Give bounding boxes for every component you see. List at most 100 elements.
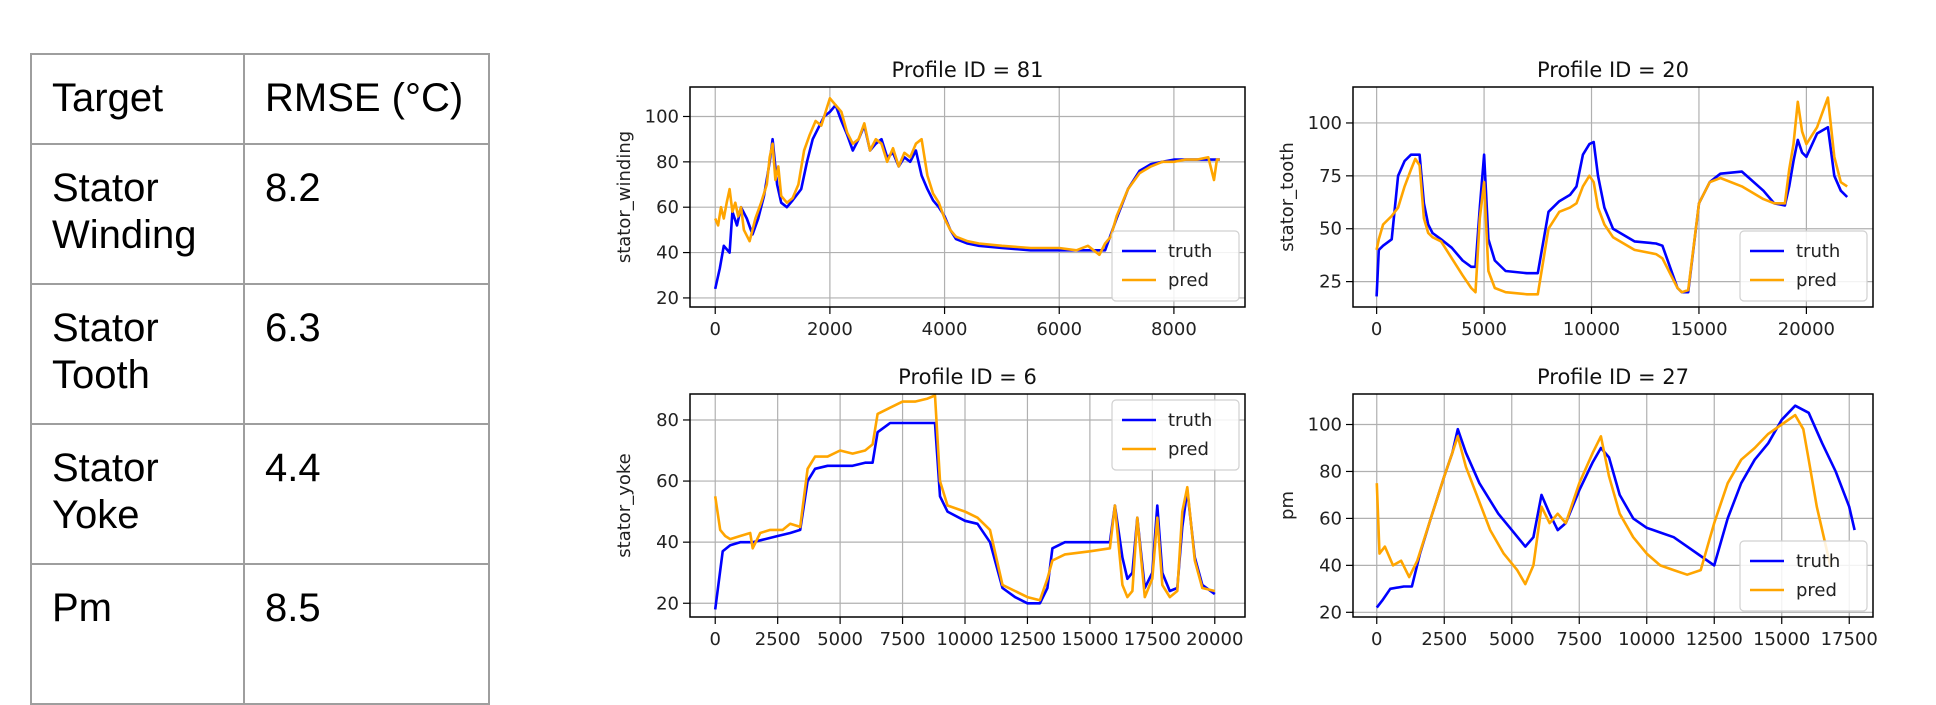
- y-tick-label: 40: [656, 243, 679, 264]
- axes-frame: [689, 393, 1246, 618]
- rmse-table: Target RMSE (°C) Stator Winding 8.2 Stat…: [30, 53, 490, 705]
- x-tick-label: 7500: [880, 629, 926, 650]
- x-tick-label: 8000: [1151, 319, 1197, 340]
- legend: truth pred: [1111, 399, 1240, 471]
- table-row: Stator Winding 8.2: [30, 143, 490, 285]
- y-tick-label: 20: [1319, 602, 1342, 623]
- chart-panel: 0 2000 4000 6000 8000 20 40 60 80 100 Profile ID =…: [614, 58, 1246, 340]
- axes-frame: [689, 86, 1246, 308]
- y-tick-label: 60: [656, 471, 679, 492]
- series-line-pred: [1375, 413, 1832, 586]
- target-line: Stator Yoke: [52, 446, 159, 537]
- table-header-rmse: RMSE (°C): [243, 53, 490, 145]
- table-row: Stator Tooth 6.3: [30, 283, 490, 425]
- x-tick-label: 0: [1371, 629, 1382, 650]
- legend-label-pred: pred: [1796, 270, 1837, 291]
- legend-box: [1739, 540, 1868, 612]
- series-line-pred: [1375, 96, 1848, 296]
- y-tick-label: 80: [656, 152, 679, 173]
- table-cell-rmse: 6.3: [243, 283, 490, 425]
- x-tick-label: 10000: [1618, 629, 1675, 650]
- target-line: Stator Tooth: [52, 306, 159, 397]
- y-tick-label: 100: [1308, 113, 1342, 134]
- y-tick-label: 100: [1308, 415, 1342, 436]
- table-header-target: Target: [30, 53, 245, 145]
- legend: truth pred: [1111, 230, 1240, 302]
- legend: truth pred: [1739, 540, 1868, 612]
- legend-label-truth: truth: [1168, 410, 1212, 431]
- table-row: Pm 8.5: [30, 563, 490, 705]
- y-tick-label: 60: [656, 197, 679, 218]
- y-tick-label: 100: [645, 106, 679, 127]
- legend-box: [1739, 230, 1868, 302]
- axes-frame: [1352, 86, 1874, 308]
- legend-label-truth: truth: [1796, 551, 1840, 572]
- series-line-pred: [713, 394, 1216, 602]
- x-tick-label: 4000: [922, 319, 968, 340]
- x-tick-label: 15000: [1753, 629, 1810, 650]
- series-line-pred: [714, 97, 1220, 257]
- x-tick-label: 15000: [1670, 319, 1727, 340]
- x-tick-label: 20000: [1186, 629, 1243, 650]
- table-row: Stator Yoke 4.4: [30, 423, 490, 565]
- chart-title: Profile ID = 27: [1537, 365, 1689, 389]
- legend-label-pred: pred: [1796, 580, 1837, 601]
- x-tick-label: 2500: [1421, 629, 1467, 650]
- y-tick-label: 20: [656, 288, 679, 309]
- y-tick-label: 50: [1319, 219, 1342, 240]
- legend-label-truth: truth: [1796, 241, 1840, 262]
- legend-label-truth: truth: [1168, 241, 1212, 262]
- y-axis-label: pm: [1277, 491, 1298, 520]
- chart-panel: 0 5000 10000 15000 20000 25 50 75 100 Profile ID …: [1277, 58, 1874, 340]
- table-cell-rmse: 8.5: [243, 563, 490, 705]
- x-tick-label: 12500: [999, 629, 1056, 650]
- table-header-row: Target RMSE (°C): [30, 53, 490, 145]
- y-tick-label: 75: [1319, 166, 1342, 187]
- x-tick-label: 5000: [1461, 319, 1507, 340]
- y-tick-label: 60: [1319, 508, 1342, 529]
- target-line: Pm: [52, 586, 112, 630]
- y-axis-label: stator_yoke: [614, 453, 635, 557]
- y-tick-label: 25: [1319, 272, 1342, 293]
- table-cell-rmse: 4.4: [243, 423, 490, 565]
- axes-frame: [1352, 393, 1874, 618]
- x-tick-label: 5000: [817, 629, 863, 650]
- y-tick-label: 20: [656, 593, 679, 614]
- legend: truth pred: [1739, 230, 1868, 302]
- x-tick-label: 17500: [1821, 629, 1878, 650]
- y-tick-label: 80: [1319, 461, 1342, 482]
- legend-box: [1111, 230, 1240, 302]
- x-tick-label: 6000: [1036, 319, 1082, 340]
- chart-title: Profile ID = 81: [891, 58, 1043, 82]
- legend-label-pred: pred: [1168, 439, 1209, 460]
- x-tick-label: 0: [1371, 319, 1382, 340]
- chart-title: Profile ID = 6: [898, 365, 1037, 389]
- x-tick-label: 10000: [1563, 319, 1620, 340]
- x-tick-label: 0: [710, 319, 721, 340]
- chart-panel: 0 2500 5000 7500 10000 12500 15000 17500 20000 20…: [614, 365, 1246, 650]
- x-tick-label: 2500: [755, 629, 801, 650]
- y-axis-label: stator_winding: [614, 131, 635, 263]
- x-tick-label: 20000: [1778, 319, 1835, 340]
- x-tick-label: 10000: [936, 629, 993, 650]
- x-tick-label: 12500: [1686, 629, 1743, 650]
- x-tick-label: 0: [710, 629, 721, 650]
- chart-panel: 0 2500 5000 7500 10000 12500 15000 17500 20 40 60 8…: [1277, 365, 1878, 650]
- y-tick-label: 40: [656, 532, 679, 553]
- series-line-truth: [1375, 125, 1849, 297]
- table-cell-target: Stator Yoke: [30, 423, 245, 565]
- table-cell-target: Stator Tooth: [30, 283, 245, 425]
- chart-title: Profile ID = 20: [1537, 58, 1689, 82]
- y-tick-label: 80: [656, 410, 679, 431]
- x-tick-label: 2000: [807, 319, 853, 340]
- y-axis-label: stator_tooth: [1277, 142, 1298, 252]
- table-cell-target: Stator Winding: [30, 143, 245, 285]
- x-tick-label: 17500: [1124, 629, 1181, 650]
- x-tick-label: 7500: [1556, 629, 1602, 650]
- legend-label-pred: pred: [1168, 270, 1209, 291]
- legend-box: [1111, 399, 1240, 471]
- target-line: Stator Winding: [52, 166, 197, 257]
- y-tick-label: 40: [1319, 555, 1342, 576]
- x-tick-label: 5000: [1489, 629, 1535, 650]
